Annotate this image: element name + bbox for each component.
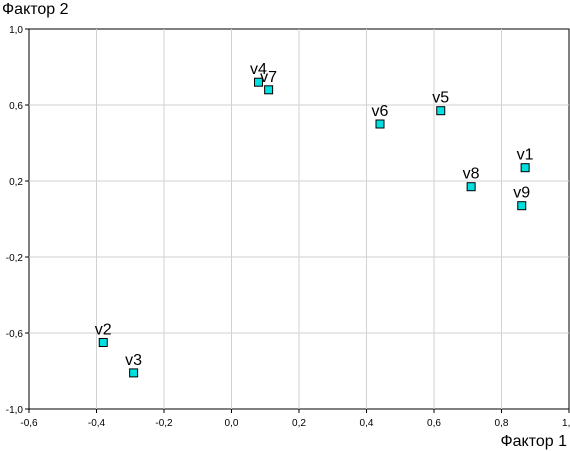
x-tick-label: 0,2 (292, 418, 306, 429)
point-marker-v5 (436, 106, 446, 116)
point-label-v3: v3 (125, 352, 142, 369)
point-label-v4: v4 (250, 61, 267, 78)
point-label-v7: v7 (260, 69, 277, 86)
point-marker-v2 (98, 338, 108, 347)
y-tick-label: -0,6 (6, 329, 24, 340)
point-label-v8: v8 (463, 166, 480, 183)
data-points: v1 v2 v3 v4 v5 v6 v7 v8 v9 (95, 61, 534, 378)
y-tick-label: 0,2 (9, 177, 23, 188)
x-tick-label: 1,0 (562, 418, 570, 429)
point-label-v5: v5 (432, 90, 449, 107)
x-axis-ticks: -0,6 -0,4 -0,2 0,0 0,2 0,4 0,6 0,8 1,0 (20, 409, 570, 429)
y-tick-label: -1,0 (6, 405, 24, 416)
x-tick-label: 0,6 (427, 418, 441, 429)
point-label-v9: v9 (513, 185, 530, 202)
point-label-v6: v6 (372, 103, 389, 120)
y-axis-ticks: 1,0 0,6 0,2 -0,2 -0,6 -1,0 (6, 25, 29, 416)
x-tick-label: 0,8 (495, 418, 509, 429)
x-tick-label: 0,0 (225, 418, 239, 429)
point-marker-v7 (264, 85, 274, 95)
grid-lines (29, 29, 569, 409)
point-marker-v6 (375, 119, 385, 129)
point-marker-v9 (517, 201, 527, 211)
y-tick-label: 1,0 (9, 25, 23, 36)
x-tick-label: 0,4 (360, 418, 374, 429)
point-marker-v3 (129, 368, 139, 378)
x-axis-title: Фактор 1 (500, 433, 567, 450)
x-tick-label: -0,6 (20, 418, 38, 429)
point-marker-v8 (466, 182, 476, 192)
point-marker-v1 (520, 163, 530, 173)
y-axis-title: Фактор 2 (2, 1, 69, 18)
y-tick-label: -0,2 (6, 253, 24, 264)
point-label-v2: v2 (95, 322, 112, 339)
x-tick-label: -0,2 (155, 418, 173, 429)
point-marker-v4 (254, 77, 263, 87)
point-label-v1: v1 (517, 147, 534, 164)
y-tick-label: 0,6 (9, 101, 23, 112)
x-tick-label: -0,4 (88, 418, 106, 429)
